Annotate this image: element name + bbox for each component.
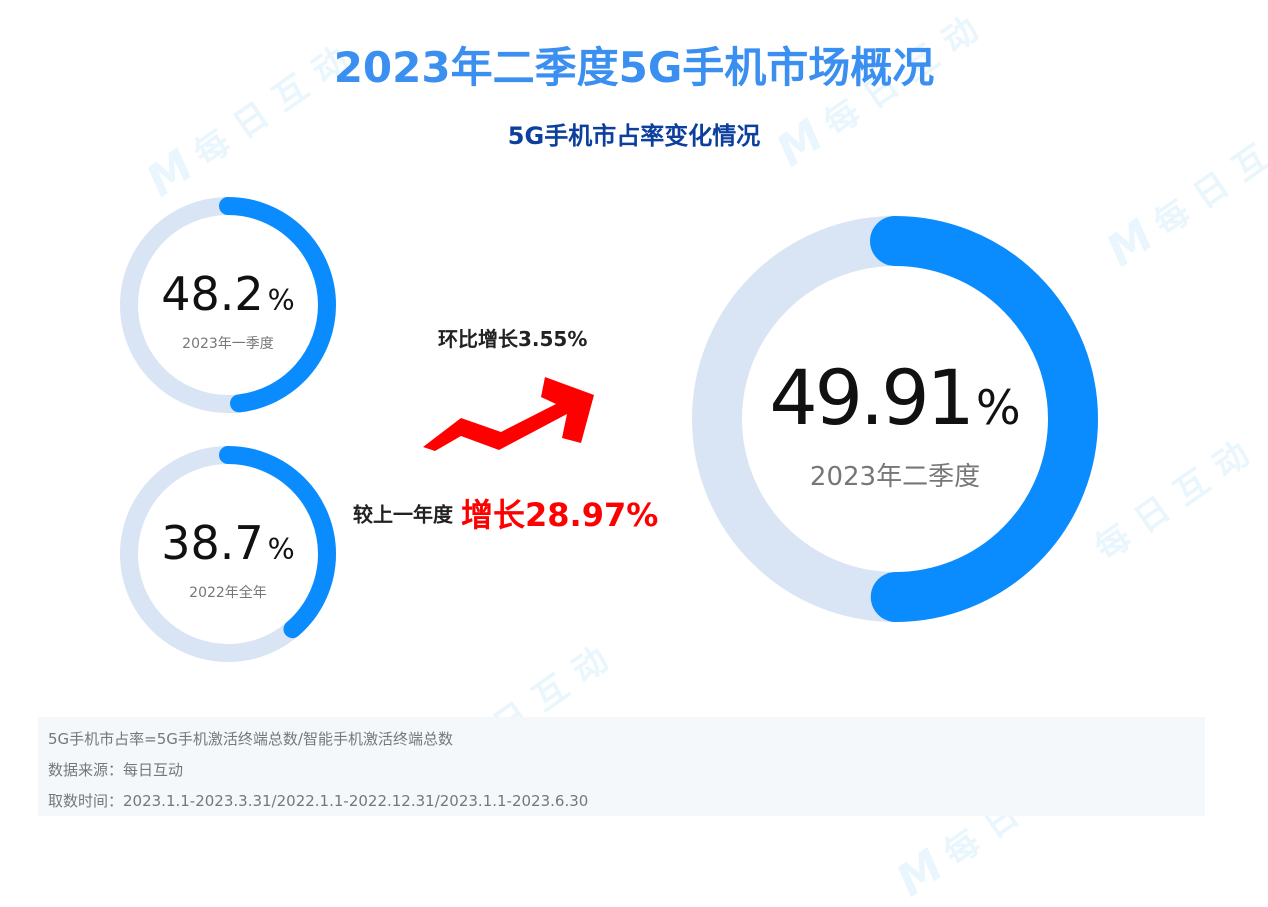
yoy-growth: 较上一年度 增长28.97% bbox=[353, 490, 658, 536]
donut-fy-2022-center: 38.7% 2022年全年 bbox=[118, 517, 338, 602]
donut-q1-2023 bbox=[120, 197, 336, 413]
footer-notes: 5G手机市占率=5G手机激活终端总数/智能手机激活终端总数 数据来源：每日互动 … bbox=[38, 717, 1205, 816]
page-subtitle: 5G手机市占率变化情况 bbox=[507, 122, 761, 150]
ring-arc bbox=[120, 197, 336, 413]
donut-q2-2023 bbox=[692, 216, 1098, 622]
footer-source: 数据来源：每日互动 bbox=[48, 761, 184, 779]
ring-value: 48.2% bbox=[161, 267, 295, 321]
donut-q2-2023-center: 49.91% 2023年二季度 bbox=[690, 355, 1100, 493]
ring-value: 38.7% bbox=[161, 516, 295, 570]
ring-label: 2023年一季度 bbox=[182, 336, 274, 352]
donut-q1-2023-center: 48.2% 2023年一季度 bbox=[118, 268, 338, 353]
ring-label: 2022年全年 bbox=[189, 585, 267, 601]
qoq-growth-label: 环比增长3.55% bbox=[438, 327, 588, 351]
ring-value: 49.91% bbox=[769, 353, 1021, 442]
donut-fy-2022 bbox=[120, 446, 336, 662]
yoy-growth-prefix: 较上一年度 bbox=[353, 502, 453, 527]
ring-label: 2023年二季度 bbox=[809, 462, 981, 492]
ring-arc bbox=[120, 446, 336, 662]
watermark-logo-icon: M bbox=[1097, 209, 1163, 277]
footer-formula: 5G手机市占率=5G手机激活终端总数/智能手机激活终端总数 bbox=[48, 730, 453, 748]
watermark-logo-icon: M bbox=[887, 839, 953, 907]
ring-arc bbox=[692, 216, 1098, 622]
footer-period: 取数时间：2023.1.1-2023.3.31/2022.1.1-2022.12… bbox=[48, 792, 589, 810]
watermark: 每日互动 bbox=[1083, 419, 1268, 569]
page-title: 2023年二季度5G手机市场概况 bbox=[333, 43, 935, 92]
yoy-growth-value: 增长28.97% bbox=[461, 496, 659, 534]
watermark-text: 每日互动 bbox=[1087, 425, 1268, 569]
